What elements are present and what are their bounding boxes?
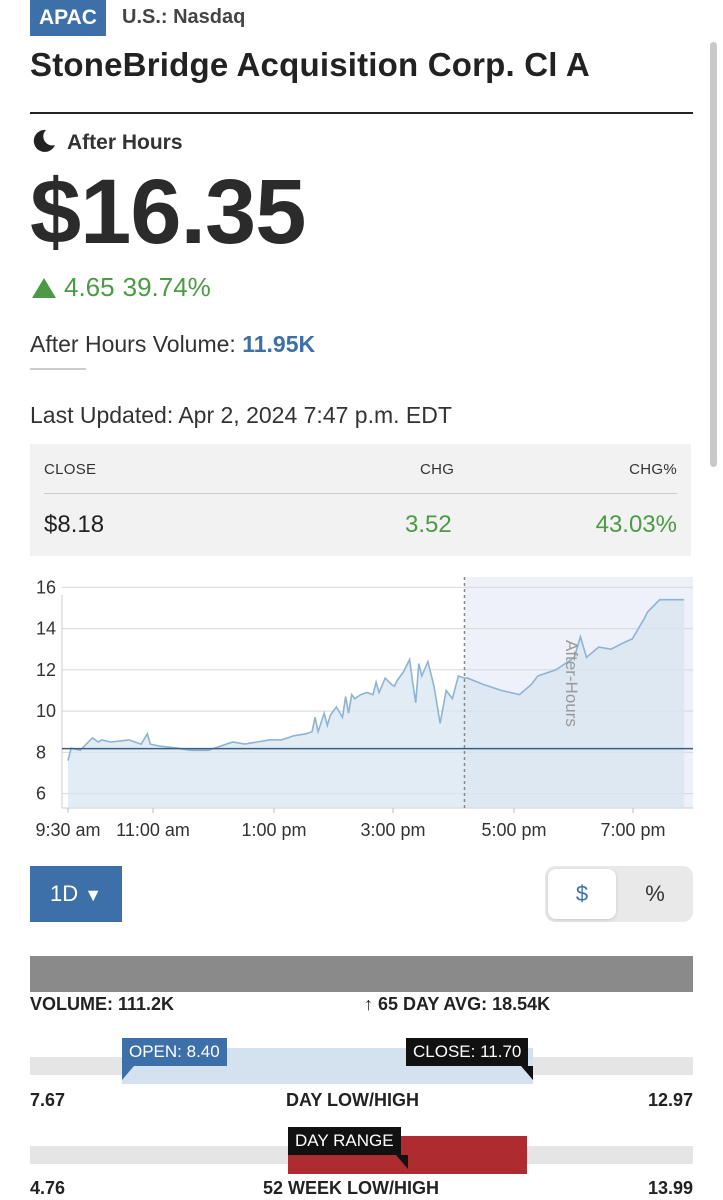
day-low: 7.67 [30, 1090, 66, 1110]
52-week-high: 13.99 [647, 1178, 693, 1198]
y-tick-label: 16 [36, 577, 56, 597]
after-hours-label: After-Hours [562, 640, 581, 727]
session-label: After Hours [67, 131, 183, 154]
x-tick-label: 1:00 pm [241, 820, 306, 840]
y-tick-label: 14 [36, 619, 56, 639]
unit-dollar-button[interactable]: $ [548, 869, 616, 919]
last-price: $16.35 [30, 161, 306, 263]
52-week-low: 4.76 [30, 1178, 66, 1198]
volume-label: VOLUME: 111.2K [30, 994, 175, 1014]
x-tick-label: 11:00 am [116, 820, 190, 840]
after-hours-volume: After Hours Volume: 11.95K [30, 331, 315, 358]
x-tick-label: 3:00 pm [360, 820, 425, 840]
arrow-up-icon: ↑ [364, 994, 373, 1014]
after-hours-volume-value: 11.95K [242, 331, 316, 357]
close-header: CLOSE [44, 461, 97, 478]
y-tick-label: 12 [36, 660, 56, 680]
company-name: StoneBridge Acquisition Corp. Cl A [30, 46, 590, 83]
52-week-label: 52 WEEK LOW/HIGH [263, 1178, 440, 1198]
close-value: $8.18 [44, 511, 105, 538]
day-range-flag: DAY RANGE [288, 1127, 401, 1155]
exchange-badge[interactable]: APAC [30, 0, 106, 36]
price-area [68, 599, 685, 808]
exchange-label: U.S.: Nasdaq [122, 6, 246, 28]
open-flag-pointer [122, 1066, 134, 1080]
price-chart[interactable]: 16 14 12 10 8 6 After-Hours 9:30 am 11:00 am 1:00… [0, 565, 723, 850]
x-tick-label: 5:00 pm [481, 820, 546, 840]
caret-down-icon: ▼ [84, 885, 103, 905]
close-flag: CLOSE: 11.70 [406, 1038, 529, 1066]
moon-icon [33, 129, 55, 152]
day-high: 12.97 [647, 1090, 693, 1110]
chg-value: 3.52 [405, 511, 452, 538]
y-tick-label: 6 [36, 784, 46, 804]
change-percent: 39.74% [122, 272, 211, 302]
y-tick-label: 8 [36, 742, 46, 762]
header-divider [30, 112, 693, 114]
period-dropdown-button[interactable]: 1D ▼ [30, 866, 122, 922]
x-tick-label: 7:00 pm [600, 820, 665, 840]
day-range-label: DAY LOW/HIGH [286, 1090, 420, 1110]
x-tick-label: 9:30 am [35, 820, 100, 840]
unit-percent-button[interactable]: % [645, 881, 665, 906]
change-value: 4.65 [64, 272, 115, 302]
after-hours-volume-label: After Hours Volume: [30, 331, 236, 357]
close-flag-pointer [521, 1066, 533, 1080]
open-flag: OPEN: 8.40 [122, 1038, 227, 1066]
avg-volume-value: 65 DAY AVG: 18.54K [378, 994, 551, 1014]
day-range-flag-pointer [396, 1155, 408, 1169]
last-updated: Last Updated: Apr 2, 2024 7:47 p.m. EDT [30, 402, 452, 428]
chg-percent-value: 43.03% [595, 511, 677, 538]
avg-volume-label: ↑ 65 DAY AVG: 18.54K [364, 994, 550, 1015]
unit-toggle: $ % [545, 866, 693, 922]
price-change: 4.65 39.74% [32, 272, 211, 303]
divider [30, 368, 86, 370]
volume-bar [30, 956, 693, 992]
period-label: 1D [49, 881, 79, 906]
up-triangle-icon [32, 277, 56, 298]
chg-header: CHG [420, 461, 455, 478]
price-line [67, 598, 685, 761]
chg-percent-header: CHG% [629, 461, 677, 478]
table-divider [44, 493, 677, 494]
scrollbar-thumb[interactable] [710, 42, 717, 467]
y-tick-label: 10 [36, 701, 56, 721]
close-summary-table: CLOSE CHG CHG% $8.18 3.52 43.03% [30, 444, 691, 556]
price-chart-svg: 16 14 12 10 8 6 After-Hours 9:30 am 11:00 am 1:00… [35, 577, 693, 840]
